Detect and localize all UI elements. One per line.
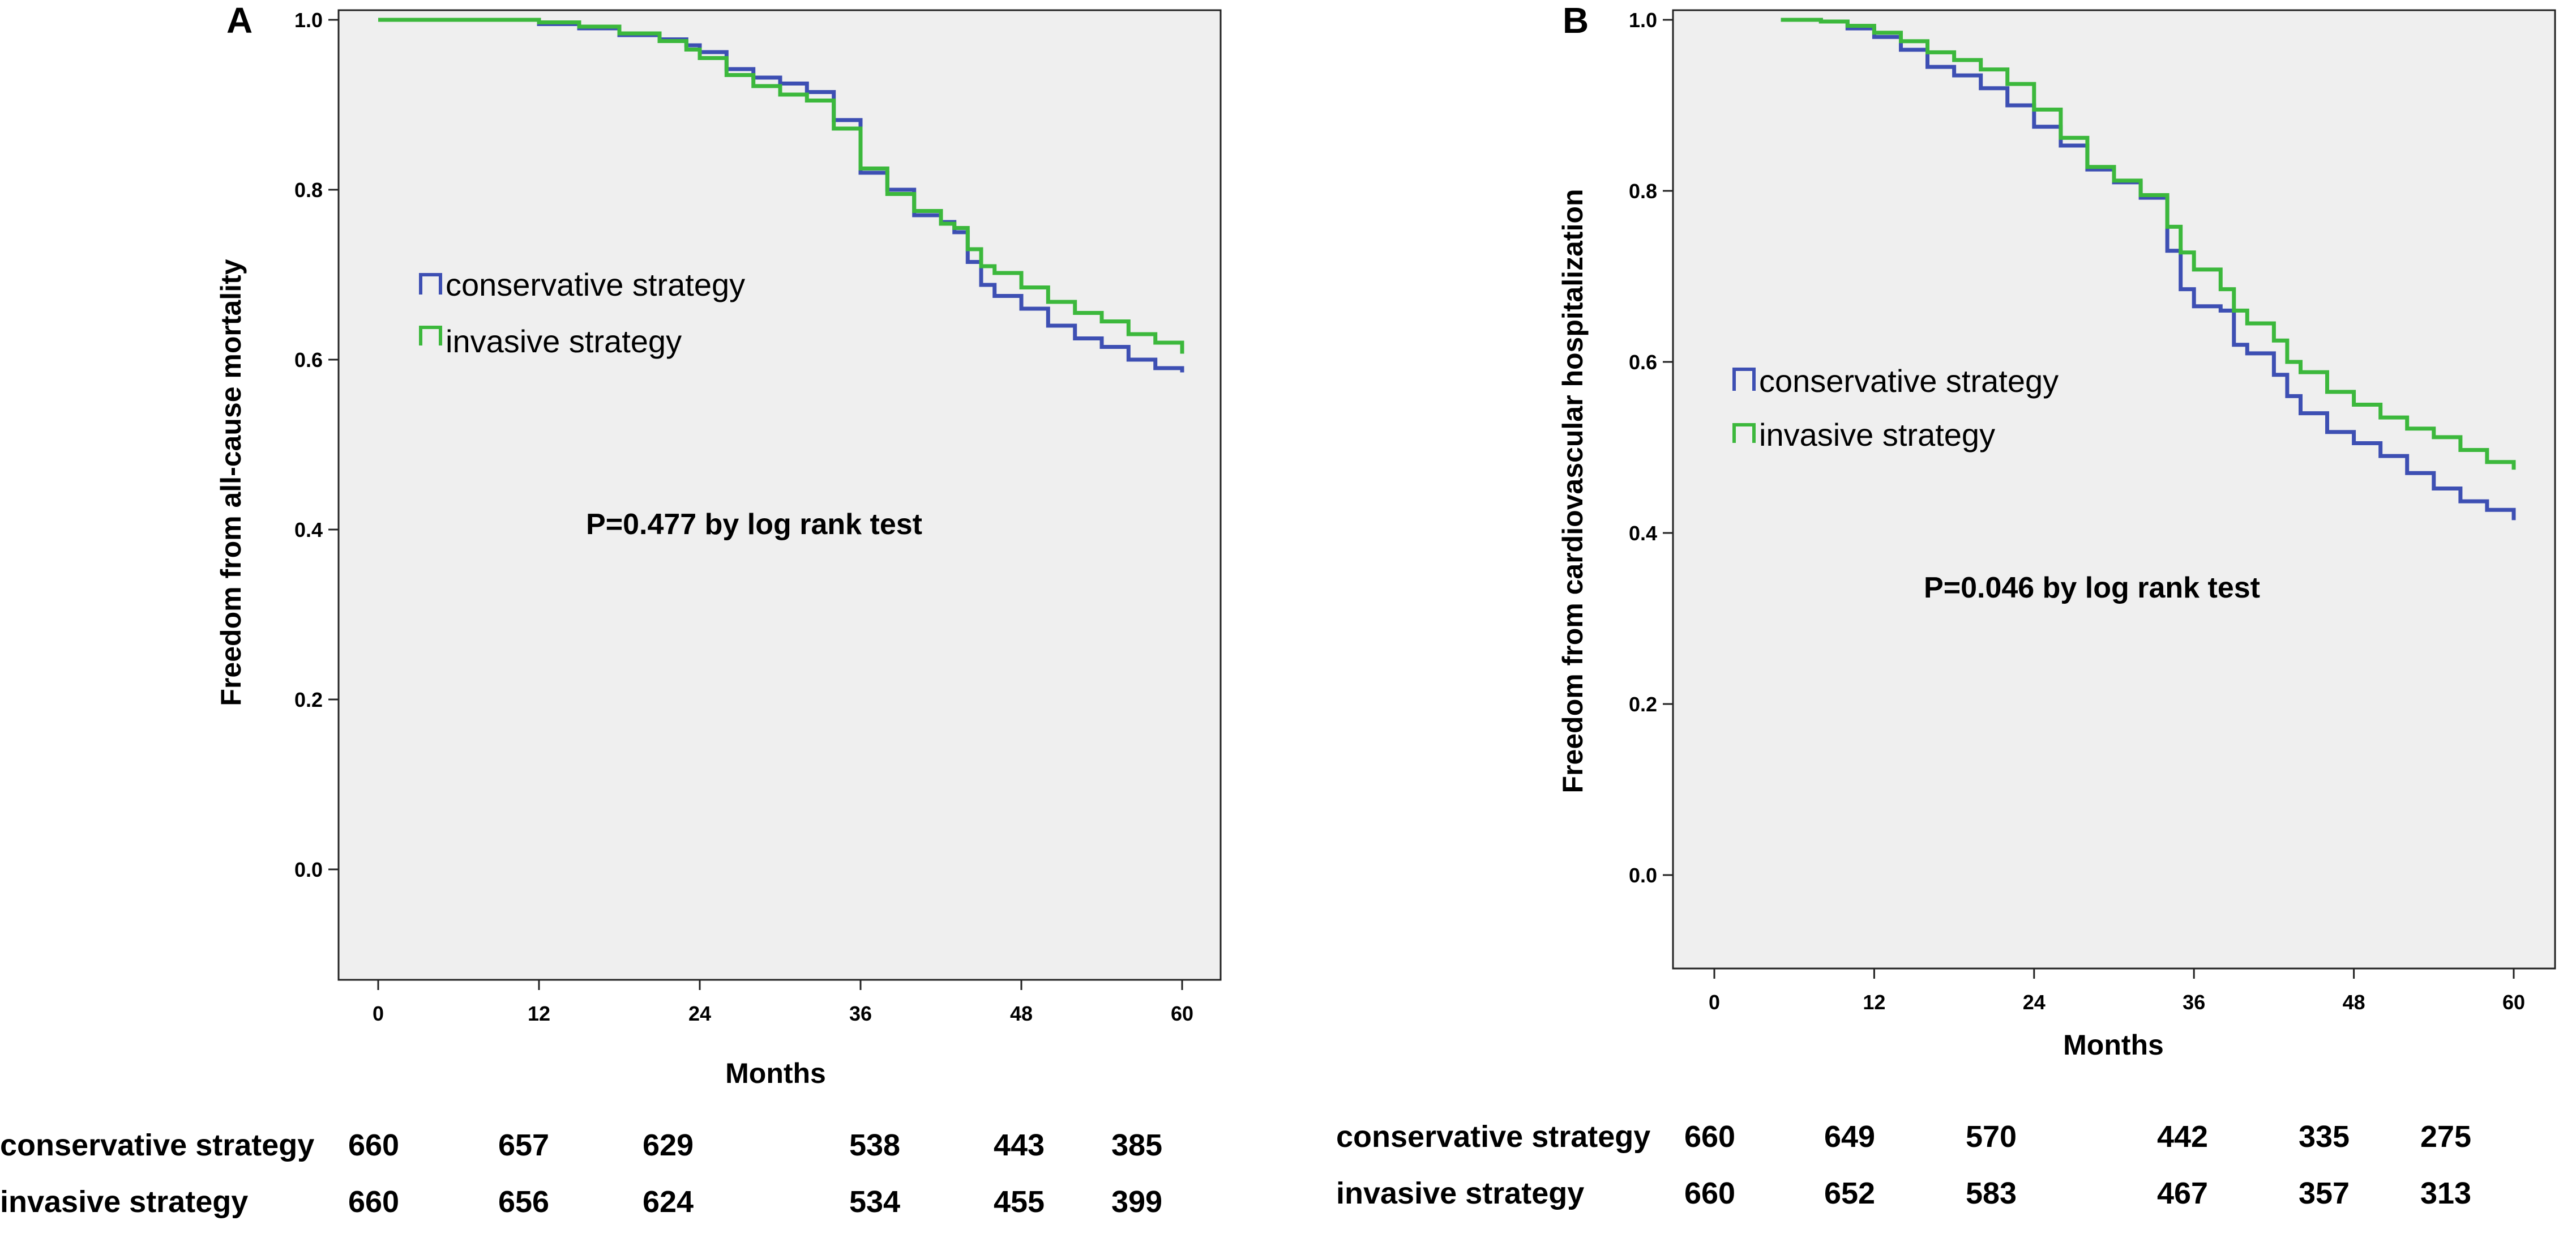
panel-a-plot-area	[337, 9, 1222, 981]
panel-b-risk-value: 583	[1966, 1176, 2017, 1210]
panel-b-x-tick-label: 0	[1709, 991, 1720, 1014]
panel-b-y-ticks: 0.0 0.2 0.4 0.6 0.8 1.0	[1629, 8, 1673, 887]
panel-b-risk-label-invasive: invasive strategy	[1336, 1176, 1584, 1210]
panel-b-y-tick-label: 0.4	[1629, 522, 1657, 545]
panel-b-y-axis-title: Freedom from cardiovascular hospitalizat…	[1557, 189, 1589, 793]
panel-b-legend-conservative: conservative strategy	[1759, 363, 2059, 399]
panel-a-legend-invasive: invasive strategy	[446, 323, 682, 359]
panel-b-y-tick-label: 1.0	[1629, 8, 1657, 32]
panel-b-y-tick-label: 0.8	[1629, 180, 1657, 203]
panel-b-legend: conservative strategy invasive strategy	[1732, 363, 2059, 453]
panel-a-y-tick-label: 0.4	[294, 518, 323, 541]
panel-a: A 0.0 0.2 0.4 0.6 0.8 1.0 0 12 24 36 48 60 Freedom…	[0, 0, 1222, 1219]
panel-a-y-tick-label: 0.6	[294, 348, 323, 372]
panel-b-risk-value: 660	[1684, 1176, 1735, 1210]
panel-a-risk-label-invasive: invasive strategy	[0, 1185, 248, 1219]
panel-a-p-value: P=0.477 by log rank test	[586, 508, 922, 541]
panel-b-risk-numbers: 660 649 570 442 335 275 660 652 583 467 357 313	[1684, 1120, 2471, 1210]
panel-b-legend-swatch-invasive	[1732, 423, 1756, 443]
panel-b-p-value: P=0.046 by log rank test	[1924, 571, 2260, 604]
panel-a-x-tick-label: 36	[849, 1002, 872, 1025]
panel-a-risk-value: 660	[348, 1128, 399, 1162]
panel-a-series-invasive-line	[378, 18, 1184, 354]
panel-a-curves	[378, 18, 1184, 373]
panel-b-risk-value: 313	[2420, 1176, 2471, 1210]
panel-a-risk-value: 538	[849, 1128, 900, 1162]
panel-a-legend-conservative: conservative strategy	[446, 267, 745, 302]
panel-a-y-axis-title: Freedom from all-cause mortality	[215, 259, 247, 706]
panel-a-risk-value: 660	[348, 1185, 399, 1219]
panel-a-x-tick-label: 24	[688, 1002, 711, 1025]
panel-a-y-tick-label: 0.2	[294, 688, 323, 711]
panel-b-risk-table: conservative strategy invasive strategy …	[1336, 1120, 2471, 1210]
panel-b-risk-value: 442	[2157, 1120, 2208, 1154]
panel-a-x-tick-label: 60	[1171, 1002, 1193, 1025]
panel-b-x-tick-label: 60	[2502, 991, 2525, 1014]
panel-b-series-conservative-line	[1781, 18, 2516, 520]
panel-a-legend-swatch-invasive	[419, 326, 442, 345]
panel-a-risk-label-conservative: conservative strategy	[0, 1128, 314, 1162]
panel-b-x-tick-label: 12	[1863, 991, 1885, 1014]
panel-b: B 0.0 0.2 0.4 0.6 0.8 1.0 0 12 24 36 48 60 Freedom…	[1336, 0, 2556, 1210]
panel-a-letter: A	[226, 0, 253, 41]
panel-a-y-tick-label: 1.0	[294, 8, 323, 32]
panel-a-risk-value: 443	[994, 1128, 1045, 1162]
panel-b-risk-value: 660	[1684, 1120, 1735, 1154]
panel-a-x-tick-label: 12	[528, 1002, 550, 1025]
panel-b-x-ticks: 0 12 24 36 48 60	[1709, 969, 2525, 1014]
panel-a-risk-table: conservative strategy invasive strategy …	[0, 1128, 1162, 1219]
panel-a-x-tick-label: 0	[373, 1002, 384, 1025]
panel-a-risk-value: 399	[1111, 1185, 1162, 1219]
panel-b-risk-value: 649	[1824, 1120, 1875, 1154]
panel-a-x-tick-label: 48	[1010, 1002, 1033, 1025]
panel-b-x-tick-label: 48	[2343, 991, 2365, 1014]
panel-a-risk-value: 455	[994, 1185, 1045, 1219]
panel-b-risk-label-conservative: conservative strategy	[1336, 1120, 1650, 1154]
panel-b-series-invasive-line	[1781, 18, 2516, 470]
panel-a-legend-swatch-conservative	[419, 273, 442, 295]
panel-a-y-tick-label: 0.8	[294, 178, 323, 202]
panel-b-curves	[1781, 18, 2516, 520]
panel-a-legend: conservative strategy invasive strategy	[419, 267, 745, 359]
panel-a-risk-value: 534	[849, 1185, 900, 1219]
panel-b-x-axis-title: Months	[2063, 1029, 2164, 1061]
panel-a-y-tick-label: 0.0	[294, 858, 323, 881]
panel-b-risk-value: 467	[2157, 1176, 2208, 1210]
panel-b-legend-swatch-conservative	[1732, 368, 1756, 391]
panel-a-risk-value: 629	[643, 1128, 694, 1162]
panel-b-x-tick-label: 24	[2023, 991, 2046, 1014]
panel-b-risk-value: 275	[2420, 1120, 2471, 1154]
panel-a-risk-value: 385	[1111, 1128, 1162, 1162]
panel-b-risk-value: 570	[1966, 1120, 2017, 1154]
panel-a-y-ticks: 0.0 0.2 0.4 0.6 0.8 1.0	[294, 8, 339, 881]
panel-b-letter: B	[1563, 0, 1589, 41]
panel-b-legend-invasive: invasive strategy	[1759, 417, 1995, 453]
panel-a-risk-numbers: 660 657 629 538 443 385 660 656 624 534 455 399	[348, 1128, 1162, 1219]
panel-b-y-tick-label: 0.0	[1629, 864, 1657, 887]
panel-b-risk-value: 652	[1824, 1176, 1875, 1210]
panel-b-x-tick-label: 36	[2183, 991, 2205, 1014]
panel-b-risk-value: 335	[2299, 1120, 2350, 1154]
panel-a-risk-value: 657	[498, 1128, 549, 1162]
panel-b-plot-area	[1672, 9, 2556, 970]
panel-a-x-axis-title: Months	[725, 1057, 826, 1089]
panel-a-risk-value: 624	[643, 1185, 694, 1219]
panel-b-risk-value: 357	[2299, 1176, 2350, 1210]
panel-b-y-tick-label: 0.2	[1629, 693, 1657, 716]
panel-b-y-tick-label: 0.6	[1629, 351, 1657, 374]
panel-a-risk-value: 656	[498, 1185, 549, 1219]
panel-a-x-ticks: 0 12 24 36 48 60	[373, 980, 1193, 1025]
